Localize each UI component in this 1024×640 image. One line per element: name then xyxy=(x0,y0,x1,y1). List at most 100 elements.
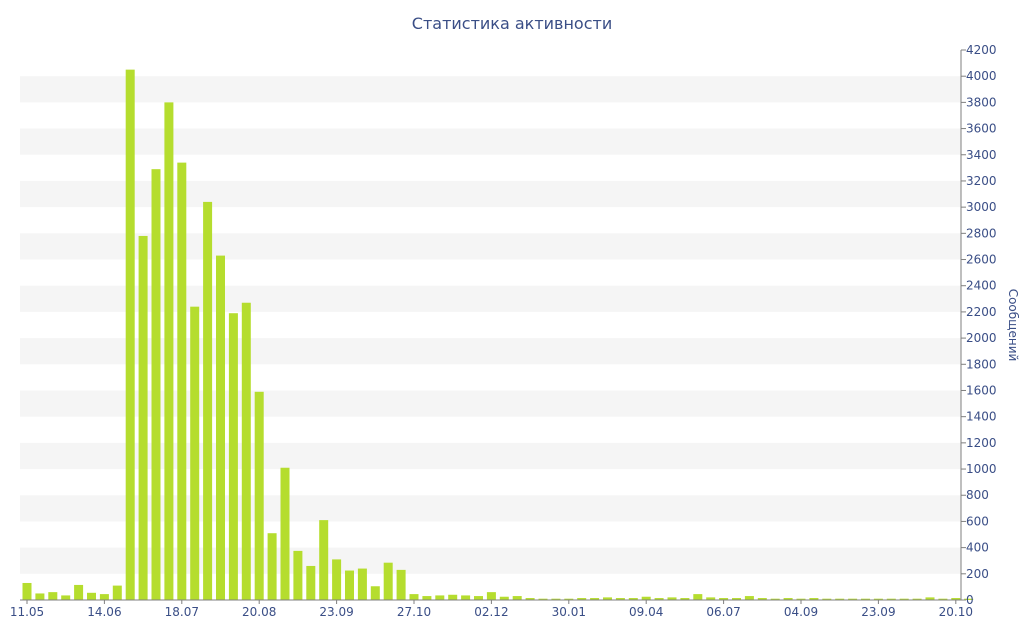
bar xyxy=(899,598,909,600)
y-tick-label: 2200 xyxy=(966,305,997,319)
bar xyxy=(306,565,316,600)
bar xyxy=(435,595,445,600)
y-tick-label: 1000 xyxy=(966,462,997,476)
y-tick-label: 1200 xyxy=(966,436,997,450)
y-tick-label: 400 xyxy=(966,541,989,555)
bar xyxy=(861,598,870,600)
y-tick-label: 600 xyxy=(966,514,989,528)
y-tick-label: 800 xyxy=(966,488,989,502)
x-tick-label: 27.10 xyxy=(397,605,431,619)
y-tick-label: 2800 xyxy=(966,226,997,240)
bar xyxy=(770,598,780,600)
bar xyxy=(809,598,819,600)
bar xyxy=(654,598,664,600)
bar xyxy=(744,596,754,600)
bar xyxy=(164,102,174,600)
y-tick-label: 0 xyxy=(966,593,974,607)
bar xyxy=(280,467,290,600)
grid-band xyxy=(20,442,961,470)
bar xyxy=(177,162,187,600)
bar xyxy=(267,533,277,600)
bar xyxy=(74,584,84,600)
bar xyxy=(873,598,883,600)
x-tick-label: 20.08 xyxy=(242,605,276,619)
y-tick-label: 4000 xyxy=(966,69,997,83)
bar xyxy=(667,597,677,600)
grid-band xyxy=(20,390,961,417)
y-axis-label: Сообщений xyxy=(1006,289,1020,362)
bar xyxy=(357,568,367,600)
bar xyxy=(693,594,703,600)
y-tick-label: 1800 xyxy=(966,357,997,371)
bar xyxy=(796,598,806,600)
bar xyxy=(422,596,432,600)
grid-band xyxy=(20,128,961,155)
bar xyxy=(99,594,109,600)
y-tick-label: 200 xyxy=(966,567,989,581)
x-tick-label: 11.05 xyxy=(10,605,44,619)
bar xyxy=(112,585,122,600)
chart-title: Статистика активности xyxy=(411,14,613,33)
bar xyxy=(912,598,922,600)
y-tick-label: 1400 xyxy=(966,410,997,424)
grid-band xyxy=(20,338,961,365)
bar xyxy=(499,596,509,600)
bar xyxy=(680,598,690,600)
y-tick-label: 3000 xyxy=(966,200,997,214)
grid-band xyxy=(20,233,961,260)
bar xyxy=(396,569,406,600)
bar xyxy=(241,302,251,600)
bar xyxy=(87,592,96,600)
y-tick-label: 3200 xyxy=(966,174,997,188)
y-tick-label: 2400 xyxy=(966,279,997,293)
bar xyxy=(190,306,200,600)
y-tick-label: 3800 xyxy=(966,95,997,109)
bar xyxy=(486,592,496,600)
bar xyxy=(577,598,587,600)
grid-band xyxy=(20,76,961,103)
x-tick-label: 23.09 xyxy=(319,605,353,619)
bar xyxy=(538,598,548,600)
bar xyxy=(383,562,393,600)
bar xyxy=(474,596,483,600)
grid-band xyxy=(20,547,961,574)
x-tick-label: 14.06 xyxy=(87,605,121,619)
y-tick-label: 3600 xyxy=(966,122,997,136)
bar xyxy=(35,593,45,600)
x-tick-label: 20.10 xyxy=(939,605,973,619)
bar xyxy=(603,597,612,600)
grid-band xyxy=(20,180,961,208)
x-axis: 11.05 14.06 18.07 20.08 23.09 27.10 02.12 30.01… xyxy=(10,599,973,619)
bar xyxy=(822,598,832,600)
bar xyxy=(706,597,716,600)
bar xyxy=(319,520,329,600)
bar xyxy=(125,69,135,600)
bar xyxy=(293,550,303,600)
x-tick-label: 09.04 xyxy=(629,605,663,619)
bar xyxy=(551,598,561,600)
bar xyxy=(783,598,793,600)
bar xyxy=(22,582,32,600)
bar xyxy=(590,598,600,600)
bar xyxy=(757,598,767,600)
bar xyxy=(203,201,213,600)
bar xyxy=(925,597,935,600)
bar xyxy=(719,598,729,600)
y-tick-label: 1600 xyxy=(966,383,997,397)
y-tick-label: 2000 xyxy=(966,331,997,345)
grid-band xyxy=(20,495,961,522)
bar xyxy=(732,598,741,600)
y-tick-label: 3400 xyxy=(966,148,997,162)
bars xyxy=(22,69,974,601)
bar xyxy=(835,598,845,600)
y-tick-label: 4200 xyxy=(966,43,997,57)
x-tick-label: 30.01 xyxy=(552,605,586,619)
bar xyxy=(628,598,638,600)
bar xyxy=(938,598,948,600)
bar xyxy=(512,596,522,600)
x-tick-label: 02.12 xyxy=(474,605,508,619)
x-tick-label: 06.07 xyxy=(706,605,740,619)
x-tick-label: 18.07 xyxy=(165,605,199,619)
bar xyxy=(641,596,651,600)
